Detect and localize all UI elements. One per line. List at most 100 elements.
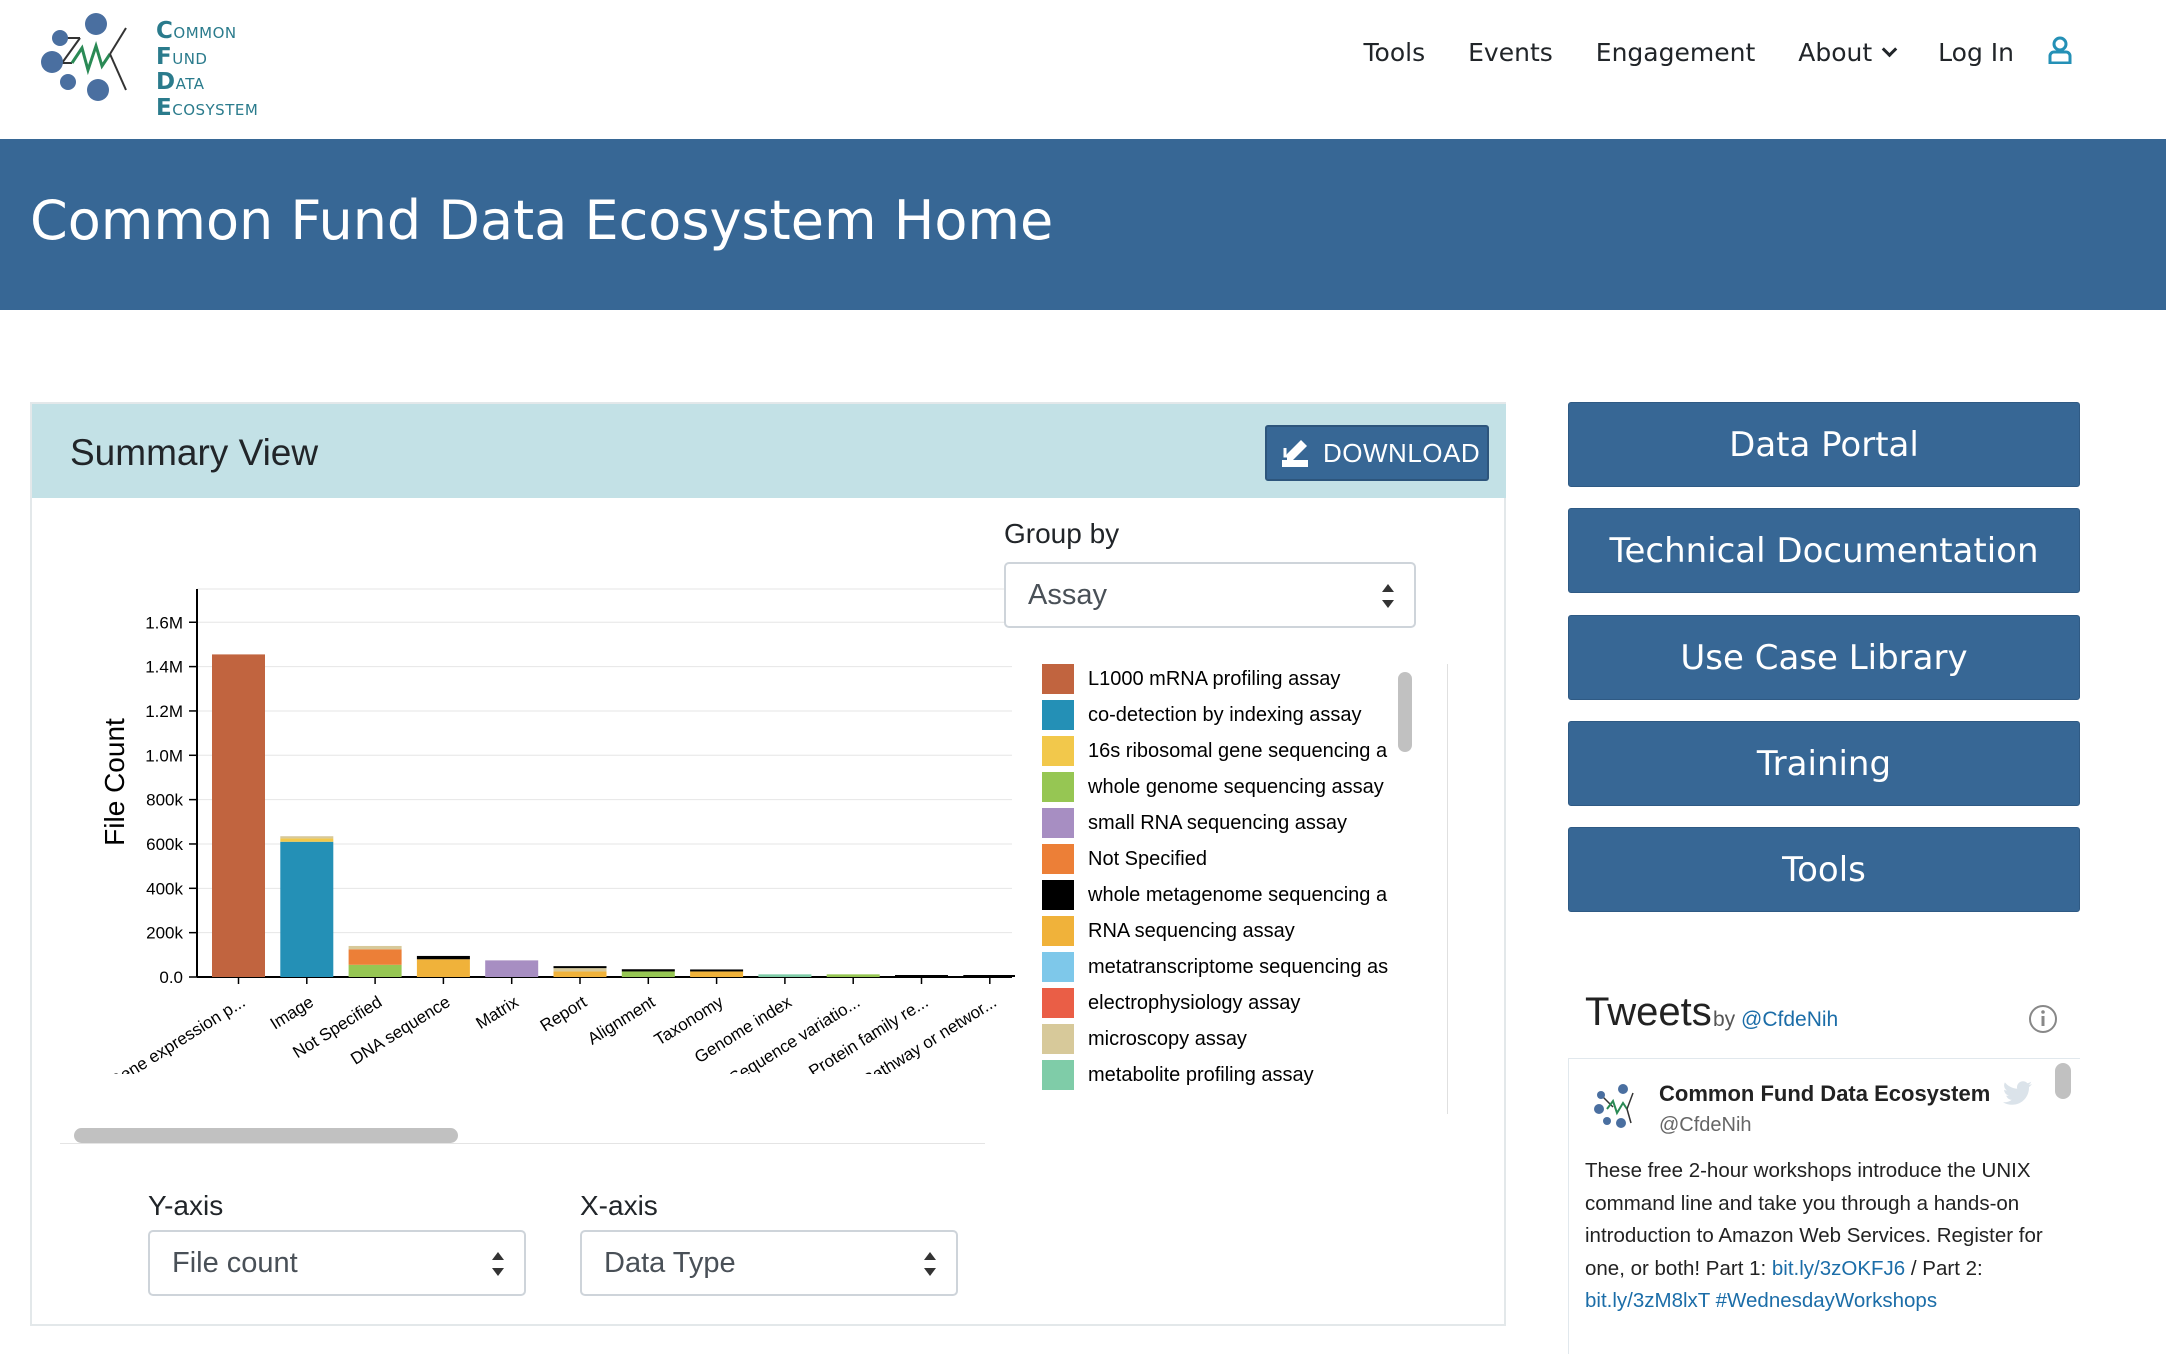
- x-tick-label: Gene expression p...: [106, 992, 249, 1074]
- tweet-text: These free 2-hour workshops introduce th…: [1585, 1155, 2045, 1318]
- page-hero: Common Fund Data Ecosystem Home: [0, 139, 2166, 310]
- legend-label: RNA sequencing assay: [1088, 919, 1295, 942]
- x-tick-label: Alignment: [584, 992, 658, 1048]
- bar-segment: [348, 964, 402, 977]
- nav-engagement[interactable]: Engagement: [1595, 38, 1756, 67]
- legend-label: metabolite profiling assay: [1088, 1063, 1314, 1086]
- tweet-text-body: These free 2-hour workshops introduce th…: [1585, 1159, 2043, 1280]
- bar-segment: [690, 969, 744, 972]
- group-by-label: Group by: [1004, 518, 1120, 549]
- tweet-link-part2[interactable]: bit.ly/3zM8lxT: [1585, 1289, 1710, 1312]
- bar-segment: [416, 959, 470, 977]
- legend-swatch: [1042, 844, 1074, 874]
- bar-segment: [621, 971, 675, 977]
- download-label: DOWNLOAD: [1323, 437, 1481, 468]
- technical-documentation-button[interactable]: Technical Documentation: [1568, 508, 2080, 593]
- select-arrows-icon: [1382, 584, 1394, 608]
- y-tick-label: 1.2M: [145, 702, 183, 721]
- tweets-header: Tweets by @CfdeNih: [1585, 990, 2058, 1040]
- legend-label: electrophysiology assay: [1088, 991, 1301, 1014]
- logo-wordmark: COMMON FUND DATA ECOSYSTEM: [156, 18, 259, 121]
- legend-item[interactable]: metabolite profiling assay: [1042, 1060, 1314, 1090]
- tweet-link-part1[interactable]: bit.ly/3zOKFJ6: [1771, 1256, 1906, 1280]
- legend-item[interactable]: small RNA sequencing assay: [1042, 808, 1347, 838]
- legend-scrollbar-thumb[interactable]: [1398, 672, 1412, 752]
- info-icon[interactable]: [2028, 1004, 2058, 1039]
- x-axis-select[interactable]: Data Type: [580, 1230, 958, 1296]
- bar-segment: [280, 841, 334, 977]
- x-tick-label: Matrix: [473, 992, 523, 1033]
- bar-segment: [553, 966, 607, 969]
- legend-swatch: [1042, 736, 1074, 766]
- twitter-bird-icon[interactable]: [2003, 1081, 2033, 1112]
- group-by-select[interactable]: Assay: [1004, 562, 1416, 628]
- legend-item[interactable]: metatranscriptome sequencing as: [1042, 952, 1388, 982]
- legend-swatch: [1042, 808, 1074, 838]
- legend-label: whole metagenome sequencing a: [1088, 883, 1388, 906]
- legend-swatch: [1042, 880, 1074, 910]
- cfde-logo-icon: [41, 13, 127, 101]
- legend-swatch: [1042, 1024, 1074, 1054]
- use-case-library-button[interactable]: Use Case Library: [1568, 615, 2080, 700]
- legend-label: microscopy assay: [1088, 1027, 1247, 1050]
- top-navbar: COMMON FUND DATA ECOSYSTEM Tools Events …: [0, 0, 2166, 139]
- bar-segment: [895, 975, 948, 977]
- tools-button[interactable]: Tools: [1568, 827, 2080, 912]
- tweet-author-name[interactable]: Common Fund Data Ecosystem: [1659, 1081, 1991, 1106]
- legend-label: co-detection by indexing assay: [1088, 703, 1362, 726]
- group-by-value: Assay: [1028, 578, 1107, 611]
- y-axis-select[interactable]: File count: [148, 1230, 526, 1296]
- legend-item[interactable]: whole genome sequencing assay: [1042, 772, 1384, 802]
- y-tick-label: 200k: [146, 924, 183, 943]
- legend-label: L1000 mRNA profiling assay: [1088, 667, 1341, 690]
- legend-swatch: [1042, 952, 1074, 982]
- nav-about[interactable]: About: [1798, 38, 1898, 67]
- training-button[interactable]: Training: [1568, 721, 2080, 806]
- summary-chart: 0.0 200k 400k 600k 800k 1.0M 1.2M 1.4M 1.6M File …: [60, 514, 1015, 1074]
- nav-about-label: About: [1798, 38, 1873, 67]
- legend-item[interactable]: Not Specified: [1042, 844, 1207, 874]
- summary-card: Summary View DOWNLOAD 0.0 200k 400k 600k 800…: [30, 402, 1506, 1326]
- nav-events[interactable]: Events: [1468, 38, 1553, 67]
- x-axis-value: Data Type: [604, 1246, 736, 1279]
- legend-swatch: [1042, 1060, 1074, 1090]
- main-nav: Tools Events Engagement About Log In: [1321, 36, 2072, 69]
- legend-item[interactable]: whole metagenome sequencing a: [1042, 880, 1387, 910]
- user-icon[interactable]: [2048, 36, 2072, 69]
- y-tick-label: 600k: [146, 835, 183, 854]
- legend-swatch: [1042, 664, 1074, 694]
- chart-scrollbar-thumb[interactable]: [74, 1128, 458, 1143]
- tweets-title: Tweets: [1585, 990, 1712, 1034]
- bar-segment: [416, 955, 470, 960]
- legend-swatch: [1042, 916, 1074, 946]
- tweets-handle-link[interactable]: @CfdeNih: [1741, 1008, 1839, 1031]
- avatar[interactable]: [1591, 1081, 1641, 1136]
- y-tick-label: 1.6M: [145, 613, 183, 632]
- data-portal-button[interactable]: Data Portal: [1568, 402, 2080, 487]
- cfde-logo[interactable]: COMMON FUND DATA ECOSYSTEM: [36, 8, 258, 119]
- legend-item[interactable]: L1000 mRNA profiling assay: [1042, 664, 1340, 694]
- legend-item[interactable]: microscopy assay: [1042, 1024, 1247, 1054]
- bar-segment: [348, 949, 402, 965]
- legend-item[interactable]: RNA sequencing assay: [1042, 916, 1295, 946]
- download-icon: [1282, 440, 1308, 467]
- nav-tools[interactable]: Tools: [1363, 38, 1426, 67]
- summary-card-header: Summary View DOWNLOAD: [32, 404, 1506, 498]
- chart-legend[interactable]: L1000 mRNA profiling assay co-detection b…: [1020, 664, 1448, 1114]
- select-arrows-icon: [924, 1252, 936, 1276]
- legend-item[interactable]: 16s ribosomal gene sequencing a: [1042, 736, 1387, 766]
- y-axis-label: Y-axis: [148, 1190, 224, 1221]
- tweet-timeline[interactable]: Common Fund Data Ecosystem @CfdeNih Thes…: [1568, 1058, 2080, 1354]
- bar-segment: [553, 968, 607, 972]
- chart-scrollbar[interactable]: [60, 1122, 985, 1144]
- tweet-hashtag[interactable]: #WednesdayWorkshops: [1715, 1289, 1938, 1312]
- legend-label: metatranscriptome sequencing as: [1088, 955, 1389, 978]
- download-button[interactable]: DOWNLOAD: [1265, 425, 1489, 481]
- y-tick-label: 1.4M: [145, 658, 183, 677]
- tweet-scrollbar-thumb[interactable]: [2055, 1063, 2071, 1099]
- nav-login[interactable]: Log In: [1938, 38, 2014, 67]
- legend-item[interactable]: electrophysiology assay: [1042, 988, 1300, 1018]
- legend-item[interactable]: co-detection by indexing assay: [1042, 700, 1362, 730]
- tweet-author-handle[interactable]: @CfdeNih: [1659, 1114, 1752, 1136]
- y-tick-label: 1.0M: [145, 746, 183, 765]
